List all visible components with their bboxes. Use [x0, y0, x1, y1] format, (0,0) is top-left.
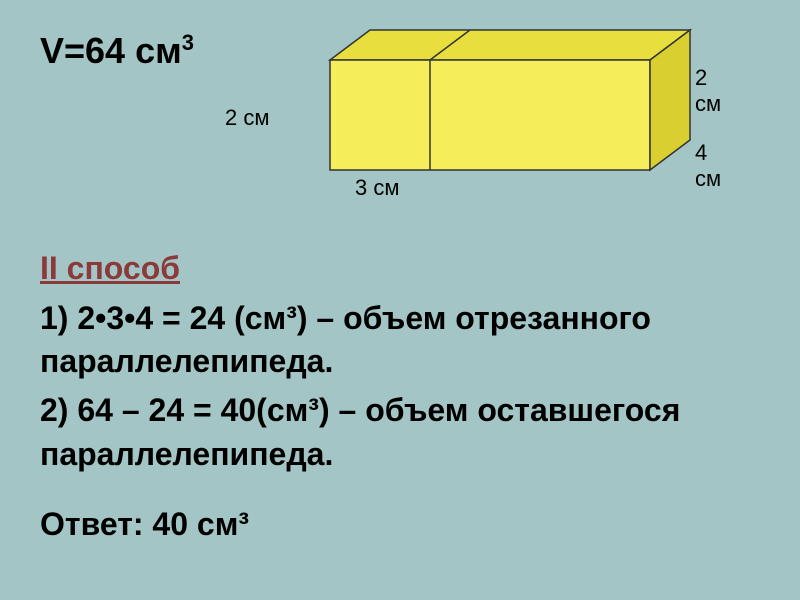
step-2: 2) 64 – 24 = 40(см³) – объем оставшегося… — [40, 389, 760, 475]
dim-left: 2 см — [225, 105, 269, 131]
parallelepiped-diagram: 2 см 2 см 4 см 3 см — [280, 20, 730, 210]
dim-bottom: 3 см — [355, 175, 399, 201]
box-front-face — [330, 60, 650, 170]
dim-right-bottom: 4 см — [695, 140, 730, 192]
answer-line: Ответ: 40 см³ — [40, 506, 760, 543]
method-heading: II способ — [40, 250, 760, 287]
step-1: 1) 2•3•4 = 24 (см³) – объем отрезанного … — [40, 297, 760, 383]
formula-base: V=64 см — [40, 30, 182, 71]
box-top-face — [330, 30, 690, 60]
volume-formula: V=64 см3 — [40, 30, 194, 72]
solution-content: II способ 1) 2•3•4 = 24 (см³) – объем от… — [40, 250, 760, 543]
dim-right-top: 2 см — [695, 65, 730, 117]
formula-exp: 3 — [182, 30, 194, 55]
